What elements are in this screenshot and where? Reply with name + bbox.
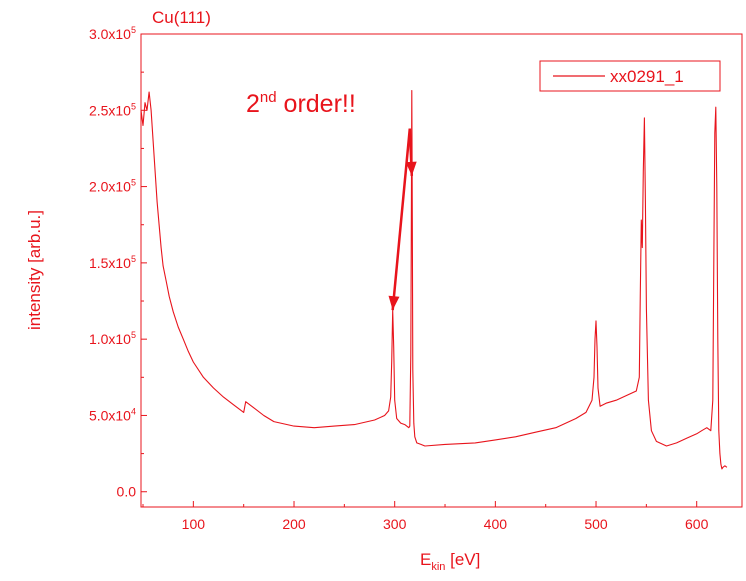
y-tick-label-exponent: 5 (131, 25, 136, 35)
legend: xx0291_1 (539, 60, 721, 92)
x-tick-label: 200 (282, 516, 306, 532)
annotation-text-rest: order!! (277, 90, 356, 118)
y-tick-label: 3.0x105 (89, 25, 136, 42)
legend-entry-label: xx0291_1 (610, 67, 684, 86)
plot-area (140, 33, 743, 508)
y-tick-label-mantissa: 3.0x10 (89, 26, 131, 42)
y-tick-label: 2.0x105 (89, 178, 136, 195)
y-tick-label: 1.0x105 (89, 330, 136, 347)
y-tick-label-exponent: 5 (131, 330, 136, 340)
y-tick-label-mantissa: 1.5x10 (89, 255, 131, 271)
y-tick-label-mantissa: 1.0x10 (89, 331, 131, 347)
y-tick-label-mantissa: 2.0x10 (89, 179, 131, 195)
y-tick-label-mantissa: 5.0x10 (89, 407, 131, 423)
x-tick-label: 400 (484, 516, 508, 532)
y-axis: 0.05.0x1041.0x1051.5x1052.0x1052.5x1053.… (89, 25, 147, 500)
x-tick-label: 100 (182, 516, 206, 532)
x-axis: 100 200 300 400 500 600 (142, 501, 709, 532)
annotation-text-main: 2 (246, 90, 260, 118)
x-tick-label: 500 (584, 516, 608, 532)
y-tick-label-exponent: 5 (131, 254, 136, 264)
y-tick-label: 2.5x105 (89, 101, 136, 118)
y-axis-label: intensity [arb.u.] (25, 210, 44, 330)
y-tick-label-mantissa: 2.5x10 (89, 102, 131, 118)
y-tick-label-exponent: 5 (131, 178, 136, 188)
y-tick-label-exponent: 5 (131, 101, 136, 111)
annotation-text-sup: nd (260, 89, 277, 106)
chart-title: Cu(111) (152, 8, 211, 27)
y-tick-label: 0.0 (117, 484, 137, 500)
annotation: 2nd order!! (246, 89, 417, 311)
x-tick-label: 300 (383, 516, 407, 532)
x-tick-label: 600 (685, 516, 709, 532)
plot-frame (140, 33, 743, 508)
x-axis-label-unit: [eV] (445, 550, 480, 569)
y-tick-label: 5.0x104 (89, 406, 136, 423)
annotation-text: 2nd order!! (246, 89, 356, 118)
annotation-arrow-line (391, 128, 412, 311)
y-tick-label: 1.5x105 (89, 254, 136, 271)
x-axis-label-sub: kin (431, 561, 445, 573)
annotation-arrows (388, 128, 417, 311)
series-line-xx0291_1 (140, 89, 728, 470)
annotation-arrow-head (388, 295, 400, 311)
annotation-arrow-head (405, 161, 417, 176)
x-axis-label: Ekin [eV] (420, 550, 480, 573)
x-axis-label-main: E (420, 550, 431, 569)
y-tick-label-exponent: 4 (131, 406, 136, 416)
